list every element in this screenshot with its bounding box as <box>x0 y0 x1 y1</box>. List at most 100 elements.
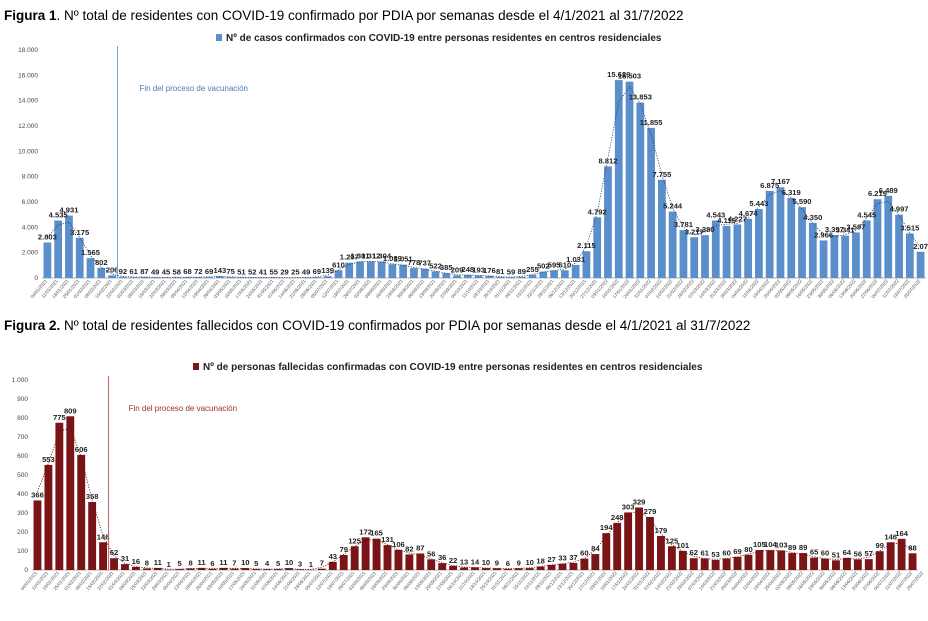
data-label: 89 <box>788 543 796 552</box>
data-label: 87 <box>140 267 148 276</box>
y-tick-label: 18.000 <box>18 47 38 54</box>
bar <box>646 516 654 570</box>
data-label: 1.089 <box>383 254 402 263</box>
y-tick-label: 10.000 <box>18 148 38 155</box>
bar <box>323 276 332 278</box>
data-label: 5.590 <box>793 197 812 206</box>
data-label: 56 <box>854 549 862 558</box>
data-label: 89 <box>799 543 807 552</box>
bar <box>580 558 589 570</box>
data-label: 193 <box>472 266 485 275</box>
data-label: 11 <box>198 558 207 567</box>
data-label: 1.565 <box>81 248 101 257</box>
bar <box>873 199 882 278</box>
data-label: 4.997 <box>890 205 909 214</box>
data-label: 80 <box>744 545 752 554</box>
bar <box>54 220 63 278</box>
y-tick-label: 300 <box>17 510 28 517</box>
data-label: 6 <box>506 559 510 568</box>
bar <box>765 190 774 278</box>
bar <box>711 220 720 278</box>
bar <box>755 550 764 570</box>
data-label: 15.503 <box>618 72 641 81</box>
data-label: 7.167 <box>771 177 790 186</box>
data-label: 68 <box>183 267 191 276</box>
bar <box>108 275 116 278</box>
bar <box>162 277 170 278</box>
data-label: 4.350 <box>803 213 822 222</box>
data-label: 49 <box>151 267 159 276</box>
bar <box>517 276 526 278</box>
bar <box>539 271 548 278</box>
bar <box>547 564 556 570</box>
bar <box>377 261 386 278</box>
bar <box>110 558 118 570</box>
data-label: 11.855 <box>640 118 664 127</box>
bar <box>821 558 829 570</box>
bar <box>66 416 75 570</box>
bar <box>819 240 828 278</box>
data-label: 10 <box>241 558 249 567</box>
bar <box>766 550 775 570</box>
data-label: 18 <box>536 557 544 566</box>
data-label: 69 <box>313 267 321 276</box>
bar <box>514 568 523 570</box>
data-label: 13.853 <box>629 93 652 102</box>
bar <box>248 277 257 278</box>
bar <box>733 224 742 278</box>
bar <box>841 235 850 278</box>
data-label: 37 <box>569 553 577 562</box>
data-label: 4.543 <box>706 210 725 219</box>
bar <box>65 215 73 278</box>
y-tick-label: 900 <box>17 396 28 403</box>
data-label: 5 <box>276 559 281 568</box>
data-label: 610 <box>559 260 572 269</box>
bar <box>334 270 343 278</box>
bar <box>274 569 283 570</box>
figure-2-text: Nº total de residentes fallecidos con CO… <box>60 318 751 333</box>
bar <box>690 237 699 278</box>
bar <box>482 568 490 570</box>
data-label: 6.319 <box>782 188 801 197</box>
data-label: 53 <box>711 550 719 559</box>
data-label: 89 <box>518 267 526 276</box>
data-label: 358 <box>86 492 99 501</box>
bar <box>528 274 537 278</box>
data-label: 51 <box>832 550 841 559</box>
data-label: 60 <box>722 549 730 558</box>
data-label: 2.115 <box>577 241 596 250</box>
data-label: 3.597 <box>846 222 865 231</box>
data-label: 60 <box>580 549 588 558</box>
data-label: 6 <box>210 559 214 568</box>
bar <box>624 512 633 570</box>
bar <box>492 568 501 570</box>
data-label: 82 <box>405 544 413 553</box>
data-label: 6.219 <box>868 189 887 198</box>
data-label: 329 <box>633 497 646 506</box>
data-label: 84 <box>591 544 600 553</box>
bar <box>777 550 786 570</box>
y-tick-label: 16.000 <box>18 72 38 79</box>
data-label: 31 <box>121 554 130 563</box>
data-label: 595 <box>548 260 561 269</box>
data-label: 209 <box>451 265 464 274</box>
bar <box>394 549 403 570</box>
bar <box>853 559 862 570</box>
deaths-chart: 0 100 200 300 400 500 600 700 800 900 1.000 Nº de p… <box>12 362 925 591</box>
bar <box>97 267 106 278</box>
data-label: 8 <box>188 558 192 567</box>
data-label: 5 <box>254 559 259 568</box>
data-label: 7 <box>320 559 324 568</box>
bar <box>328 561 337 570</box>
bar <box>908 553 917 570</box>
bar <box>799 553 808 570</box>
data-label: 802 <box>95 258 108 267</box>
bar <box>431 271 440 278</box>
data-label: 143 <box>214 266 227 275</box>
bar <box>420 268 429 278</box>
data-label: 79 <box>340 545 348 554</box>
data-label: 172 <box>359 527 372 536</box>
bar <box>197 567 206 570</box>
legend-swatch <box>216 34 222 41</box>
figure-1-text: . Nº total de residentes con COVID-19 co… <box>56 8 684 23</box>
